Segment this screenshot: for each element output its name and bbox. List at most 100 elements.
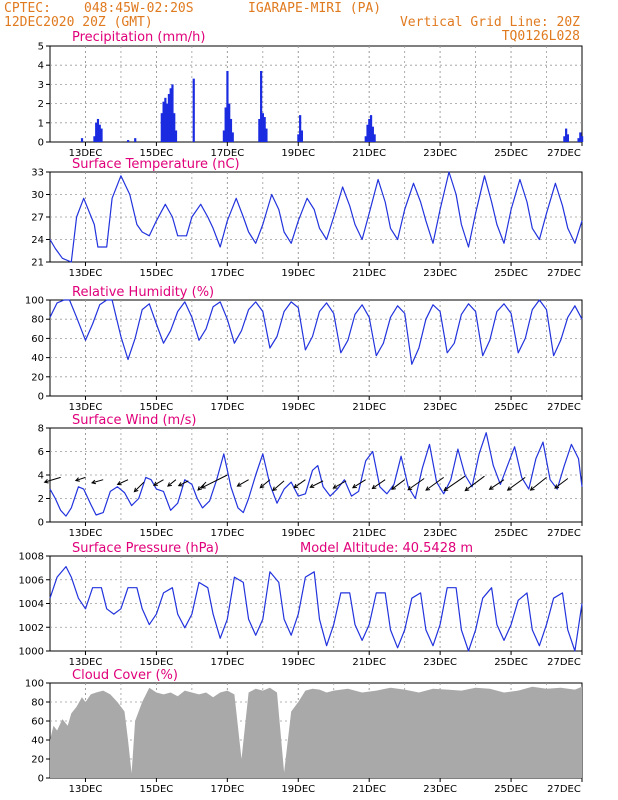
precip-bar <box>100 128 103 142</box>
precip-bar <box>366 124 369 142</box>
wind-vector-head <box>197 486 203 491</box>
temp-xtick-label: 27DEC <box>547 268 581 279</box>
precip-bar <box>164 97 167 142</box>
precip-bar <box>229 118 233 142</box>
precip-xtick-label: 13DEC <box>69 148 103 159</box>
temp-xtick-label: 17DEC <box>210 268 244 279</box>
cloud-area <box>50 686 582 778</box>
wind-vector-shaft <box>272 480 285 491</box>
wind-vector-head <box>464 486 470 492</box>
precip-bar <box>297 134 300 142</box>
cloud-ytick-label: 60 <box>31 717 44 728</box>
precip-ytick-label: 5 <box>38 42 44 53</box>
pressure-series-line <box>49 566 583 652</box>
wind-vector-head <box>391 485 396 490</box>
precip-bar <box>261 113 264 142</box>
pressure-xtick-label: 23DEC <box>423 657 457 668</box>
precip-bar <box>368 118 371 142</box>
precip-xtick-label: 23DEC <box>423 148 457 159</box>
pressure-xtick-label: 27DEC <box>547 657 581 668</box>
precip-ytick-label: 3 <box>38 80 44 91</box>
precip-bar <box>258 118 261 142</box>
temp-xtick-label: 13DEC <box>69 268 103 279</box>
cloud-ytick-label: 100 <box>25 679 44 690</box>
precip-bar <box>265 128 268 142</box>
precip-bar <box>565 128 568 142</box>
temp-ytick-label: 21 <box>31 258 44 269</box>
wind-vector-head <box>407 485 413 491</box>
precip-bar <box>263 117 266 142</box>
precip-xtick-label: 27DEC <box>547 148 581 159</box>
pressure-ytick-label: 1004 <box>19 599 44 610</box>
wind-vector-shaft <box>530 476 547 491</box>
wind-vector-shaft <box>75 476 86 482</box>
cloud-ytick-label: 80 <box>31 698 44 709</box>
wind-vector-head <box>488 485 494 490</box>
pressure-xtick-label: 15DEC <box>140 657 174 668</box>
precip-bar <box>162 101 165 142</box>
wind-vector-shaft <box>167 479 177 487</box>
wind-vector-shaft <box>391 479 405 490</box>
wind-ytick-label: 2 <box>38 494 44 505</box>
rh-ytick-label: 100 <box>25 296 44 307</box>
rh-frame <box>49 299 583 397</box>
cloud-xtick-label: 13DEC <box>69 784 103 795</box>
cloud-ytick-label: 0 <box>38 774 44 785</box>
wind-vector-head <box>309 483 315 488</box>
wind-ytick-label: 4 <box>38 471 44 482</box>
cloud-xtick-label: 21DEC <box>352 784 386 795</box>
rh-xtick-label: 15DEC <box>140 402 174 413</box>
wind-title: Surface Wind (m/s) <box>72 413 196 428</box>
temp-xtick-label: 15DEC <box>140 268 174 279</box>
precip-bar <box>577 138 580 142</box>
rh-title: Relative Humidity (%) <box>72 285 214 300</box>
precip-xtick-label: 17DEC <box>210 148 244 159</box>
wind-vector-head <box>293 483 299 489</box>
wind-xtick-label: 21DEC <box>352 528 386 539</box>
precip-bar <box>134 138 137 142</box>
wind-vector-shaft <box>372 479 386 489</box>
precip-xtick-label: 25DEC <box>494 148 528 159</box>
precip-xtick-label: 19DEC <box>281 148 315 159</box>
wind-xtick-label: 19DEC <box>281 528 315 539</box>
wind-ytick-label: 0 <box>38 518 44 529</box>
cloud-xtick-label: 19DEC <box>281 784 315 795</box>
pressure-ytick-label: 1008 <box>19 552 44 563</box>
pressure-xtick-label: 21DEC <box>352 657 386 668</box>
precip-bar <box>222 130 225 142</box>
wind-vector-head <box>425 486 431 491</box>
wind-vector-shaft <box>117 479 129 485</box>
wind-vector-head <box>236 482 242 487</box>
precip-bar <box>93 136 96 142</box>
precip-ytick-label: 4 <box>38 61 44 72</box>
wind-vector-shaft <box>554 478 569 489</box>
precip-ytick-label: 2 <box>38 99 44 110</box>
pressure-title: Surface Pressure (hPa) <box>72 541 219 556</box>
wind-xtick-label: 13DEC <box>69 528 103 539</box>
wind-vector-shaft <box>91 479 104 484</box>
pressure-xtick-label: 17DEC <box>210 657 244 668</box>
precip-bar <box>173 113 176 142</box>
precip-bar <box>260 70 263 142</box>
temp-ytick-label: 24 <box>31 235 44 246</box>
pressure-xtick-label: 19DEC <box>281 657 315 668</box>
precip-xtick-label: 21DEC <box>352 148 386 159</box>
precip-bar <box>98 124 101 142</box>
wind-vector-shaft <box>134 481 145 493</box>
wind-xtick-label: 15DEC <box>140 528 174 539</box>
cloud-ytick-label: 20 <box>31 755 44 766</box>
wind-vector-shaft <box>197 481 207 491</box>
header-model-code: TQ0126L028 <box>502 29 580 44</box>
rh-series-line <box>49 299 583 365</box>
wind-vector-head <box>167 482 172 487</box>
header-source: CPTEC: <box>4 1 51 16</box>
wind-vector-shaft <box>178 480 189 487</box>
cloud-xtick-label: 25DEC <box>494 784 528 795</box>
cloud-xtick-label: 27DEC <box>547 784 581 795</box>
wind-vector-head <box>332 484 338 489</box>
precip-bar <box>300 130 304 142</box>
precip-bar <box>373 134 376 142</box>
rh-xtick-label: 19DEC <box>281 402 315 413</box>
precip-bar <box>171 84 174 142</box>
header-coords: 048:45W-02:20S <box>84 1 194 16</box>
